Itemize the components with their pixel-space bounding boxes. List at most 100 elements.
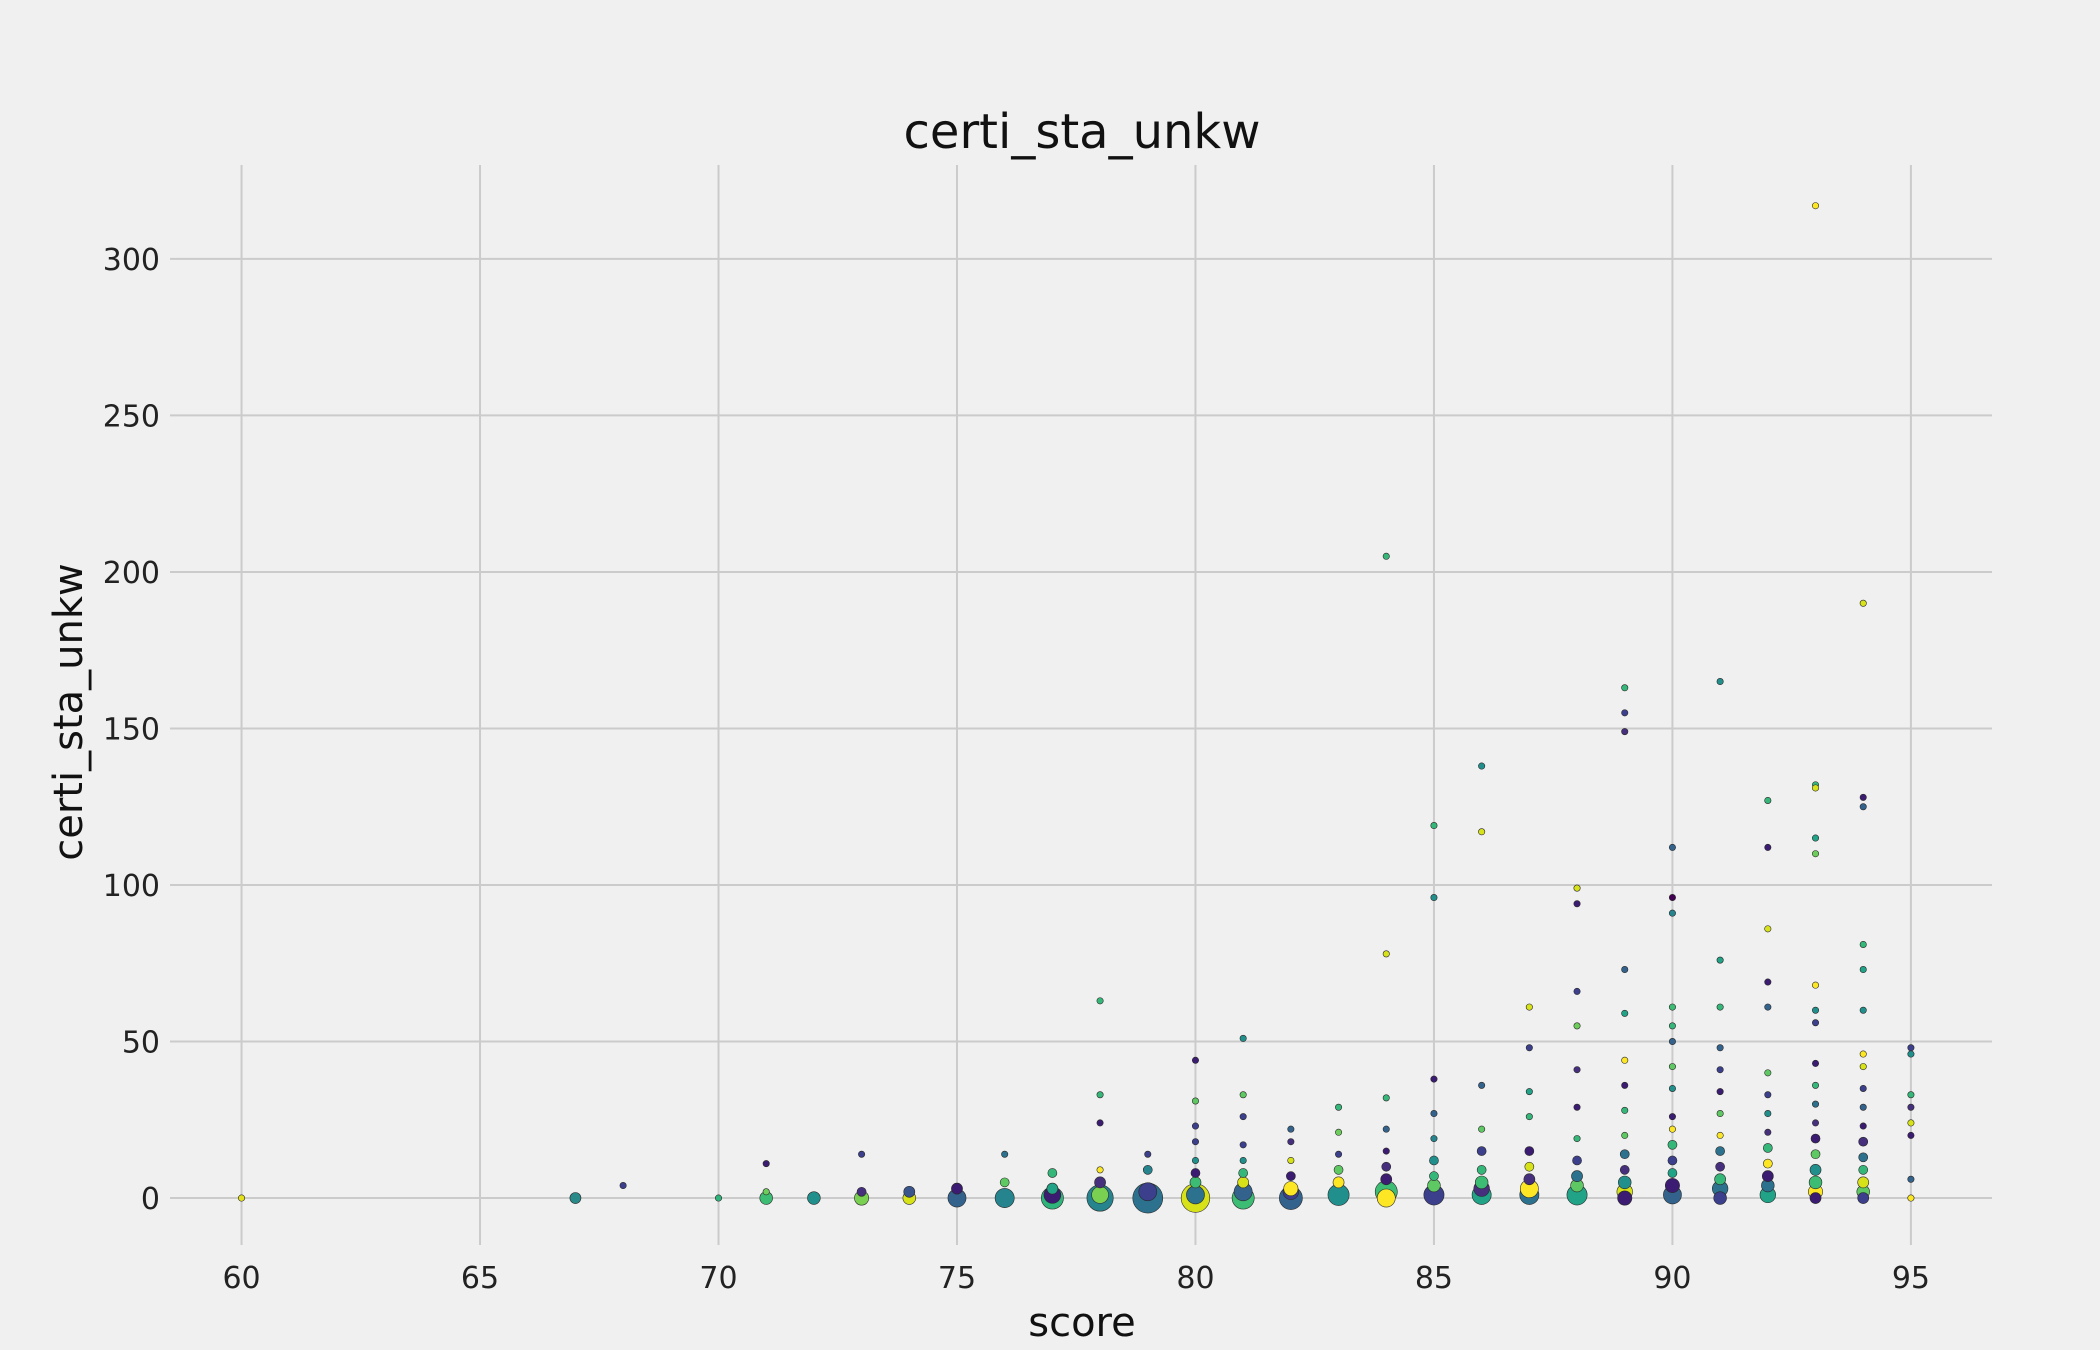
data-point	[1764, 1069, 1772, 1077]
data-point	[1859, 1050, 1867, 1058]
data-point	[1096, 1091, 1104, 1099]
data-point	[1430, 1075, 1438, 1083]
data-point	[1859, 1103, 1867, 1111]
data-point	[619, 1182, 627, 1190]
data-point	[1812, 1006, 1820, 1014]
data-point	[1621, 1009, 1629, 1017]
data-point	[1668, 1084, 1676, 1092]
data-point	[1810, 1133, 1821, 1144]
data-points	[238, 202, 1915, 1214]
data-point	[1571, 1170, 1583, 1182]
data-point	[1812, 784, 1820, 792]
x-tick-label: 75	[938, 1261, 976, 1296]
data-point	[1859, 1122, 1867, 1130]
data-point	[1809, 1164, 1822, 1176]
data-point	[1621, 728, 1629, 736]
data-point	[1573, 884, 1581, 892]
data-point	[1764, 1128, 1772, 1136]
data-point	[1190, 1168, 1201, 1178]
data-point	[1859, 940, 1867, 948]
data-point	[1429, 1155, 1439, 1166]
data-point	[1763, 1158, 1773, 1169]
data-point	[1478, 762, 1486, 770]
data-point	[1332, 1176, 1345, 1189]
data-point	[1142, 1165, 1153, 1175]
y-tick-label: 200	[103, 556, 160, 591]
data-point	[1572, 1155, 1582, 1166]
data-point	[1239, 1156, 1247, 1164]
data-point	[1763, 1143, 1773, 1153]
data-point	[1573, 1066, 1581, 1074]
data-point	[1286, 1171, 1296, 1181]
data-point	[951, 1182, 963, 1195]
data-point	[1573, 1022, 1581, 1030]
data-point	[1573, 987, 1581, 995]
data-point	[1664, 1178, 1680, 1193]
data-point	[1238, 1168, 1248, 1178]
data-point	[1857, 1176, 1870, 1189]
y-tick-label: 250	[103, 399, 160, 434]
data-point	[1716, 1044, 1724, 1052]
data-point	[1382, 950, 1390, 958]
data-point	[1859, 1084, 1867, 1092]
data-point	[1380, 1173, 1393, 1186]
x-axis-label: score	[1028, 1300, 1135, 1346]
data-point	[1478, 1125, 1486, 1133]
data-point	[1715, 1161, 1725, 1172]
data-point	[807, 1191, 821, 1205]
data-point	[1573, 1103, 1581, 1111]
data-point	[1809, 1192, 1822, 1204]
data-point	[762, 1160, 770, 1168]
data-point	[1907, 1194, 1915, 1202]
data-point	[1668, 894, 1676, 902]
data-point	[1858, 1136, 1869, 1147]
y-tick-label: 300	[103, 243, 160, 278]
data-point	[1812, 834, 1820, 842]
data-point	[1812, 1019, 1820, 1027]
data-point	[1001, 1150, 1009, 1158]
data-point	[1335, 1103, 1343, 1111]
data-point	[999, 1177, 1010, 1188]
data-point	[1716, 1066, 1724, 1074]
data-point	[1715, 1146, 1725, 1156]
data-point	[1764, 1091, 1772, 1099]
data-point	[1191, 1156, 1199, 1164]
data-point	[1382, 1125, 1390, 1133]
data-point	[1376, 1188, 1396, 1208]
data-point	[1381, 1161, 1392, 1172]
data-point	[1186, 1185, 1205, 1205]
data-point	[1523, 1173, 1536, 1186]
data-point	[1812, 1081, 1820, 1089]
data-point	[1716, 1088, 1724, 1096]
data-point	[1716, 678, 1724, 686]
data-point	[1476, 1146, 1487, 1156]
grid-lines	[170, 165, 1992, 1245]
data-point	[1667, 1168, 1678, 1178]
data-point	[1091, 1186, 1109, 1204]
data-point	[1714, 1173, 1726, 1186]
x-tick-label: 90	[1653, 1261, 1691, 1296]
data-point	[238, 1194, 246, 1202]
y-tick-label: 0	[141, 1182, 160, 1217]
data-point	[1858, 1165, 1869, 1175]
data-point	[1812, 1119, 1820, 1127]
data-point	[1810, 1149, 1821, 1160]
data-point	[1808, 1175, 1823, 1190]
x-tick-label: 80	[1176, 1261, 1214, 1296]
data-point	[1525, 1003, 1533, 1011]
data-point	[1191, 1122, 1199, 1130]
data-point	[1621, 1056, 1629, 1064]
data-point	[1429, 1171, 1439, 1181]
data-point	[1524, 1146, 1535, 1156]
data-point	[903, 1185, 916, 1198]
data-point	[1239, 1034, 1247, 1042]
data-point	[1524, 1161, 1535, 1172]
data-point	[1621, 1081, 1629, 1089]
data-point	[1096, 1166, 1104, 1174]
data-point	[1668, 1022, 1676, 1030]
data-point	[1047, 1168, 1058, 1178]
data-point	[1573, 900, 1581, 908]
data-point	[1476, 1165, 1487, 1175]
data-point	[1907, 1103, 1915, 1111]
